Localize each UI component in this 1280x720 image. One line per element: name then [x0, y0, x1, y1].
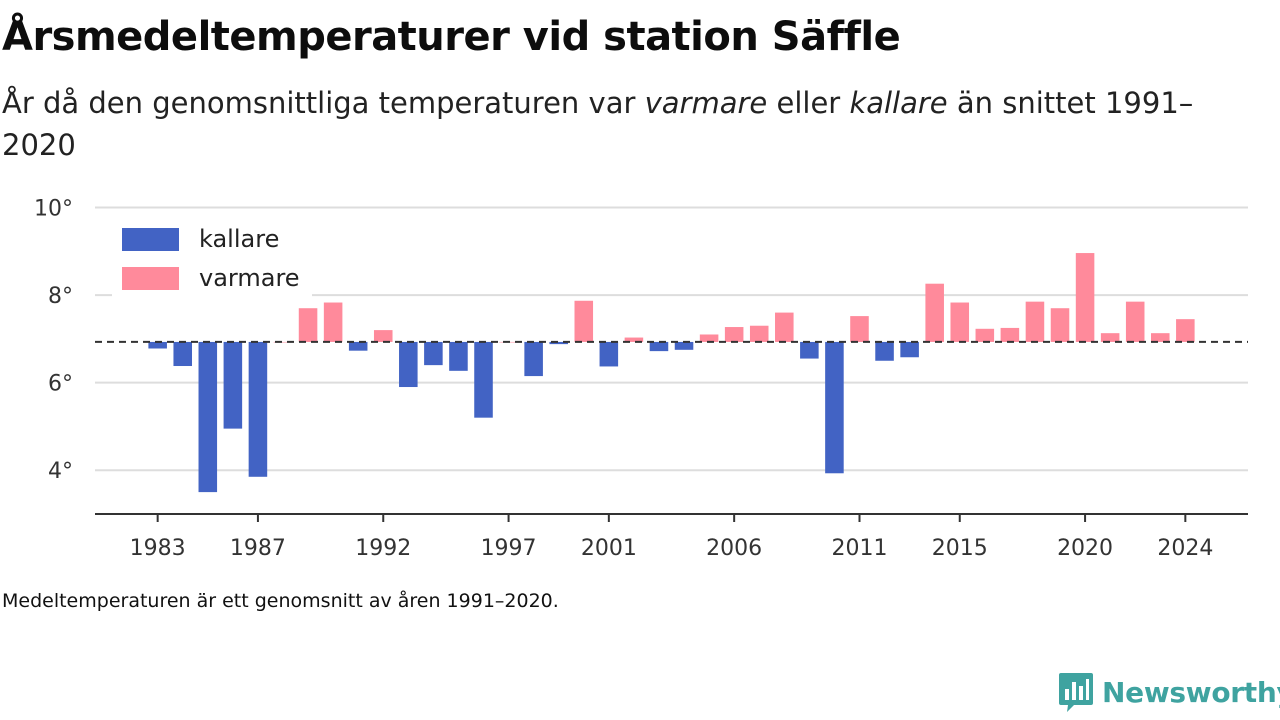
chart-title: Årsmedeltemperaturer vid station Säffle: [2, 14, 901, 60]
bar-1990: [323, 302, 343, 342]
subtitle-text-3: än snittet 1991–2020: [2, 86, 1194, 162]
legend: kallare varmare: [112, 218, 312, 298]
x-tick-label: 2020: [1057, 536, 1113, 561]
newsworthy-chart-bubble-icon: [1059, 673, 1093, 712]
bar-1994: [424, 341, 443, 366]
bar-2019: [1050, 308, 1070, 342]
gridlines: [95, 206, 1248, 472]
bar-1996: [474, 341, 493, 418]
bar-1984: [173, 341, 193, 367]
legend-swatch: [122, 267, 179, 290]
x-tick-label: 1983: [130, 536, 186, 561]
x-tick-label: 2011: [831, 536, 887, 561]
x-tick-label: 2015: [932, 536, 988, 561]
brand-name: Newsworthy: [1102, 675, 1280, 709]
bar-1988: [273, 341, 293, 343]
bar-1986: [223, 341, 243, 429]
bar-2014: [925, 283, 944, 342]
subtitle-cold-word: kallare: [849, 86, 948, 120]
y-tick-label: 10°: [34, 197, 73, 222]
subtitle-text-2: eller: [767, 86, 850, 120]
bar-2017: [1000, 327, 1020, 342]
newsworthy-logo: Newsworthy: [1058, 670, 1280, 714]
bar-1999: [549, 341, 568, 345]
axes: 4° 6° 8° 10° 1983 1987 1992 1997 2001 2006 2011 201…: [34, 197, 1248, 561]
bar-2004: [674, 341, 694, 350]
bars: [148, 253, 1195, 493]
x-tick-label: 1997: [481, 536, 537, 561]
bar-2000: [574, 300, 594, 342]
y-tick-label: 6°: [48, 372, 73, 397]
bar-2020: [1075, 253, 1095, 342]
bar-2011: [850, 316, 869, 342]
subtitle-warm-word: varmare: [644, 86, 768, 120]
bar-2016: [975, 328, 995, 342]
chart-subtitle: År då den genomsnittliga temperaturen va…: [2, 82, 1242, 166]
bar-1992: [373, 330, 393, 342]
x-tick-label: 2001: [581, 536, 637, 561]
bar-2009: [800, 341, 819, 359]
bar-2007: [749, 325, 769, 342]
footnote: Medeltemperaturen är ett genomsnitt av å…: [2, 590, 559, 612]
legend-swatch: [122, 228, 179, 251]
bar-2021: [1100, 333, 1120, 342]
bar-2012: [875, 341, 894, 361]
bar-1995: [449, 341, 468, 371]
bar-1983: [148, 341, 167, 349]
bar-1991: [348, 341, 368, 351]
subtitle-text-1: År då den genomsnittliga temperaturen va…: [2, 86, 645, 120]
bar-2005: [699, 334, 719, 342]
bar-2013: [900, 341, 919, 358]
bar-2022: [1125, 301, 1145, 342]
bar-2023: [1150, 333, 1170, 342]
bar-chart: 4° 6° 8° 10° 1983 1987 1992 1997 2001 2006 2011 201…: [34, 197, 1248, 561]
x-tick-label: 1987: [230, 536, 286, 561]
bar-2002: [624, 337, 644, 342]
bar-2003: [649, 341, 669, 352]
bar-2008: [775, 312, 794, 342]
bar-2006: [724, 327, 744, 342]
bar-2024: [1176, 319, 1195, 342]
bar-1987: [248, 341, 268, 477]
bar-2001: [599, 341, 619, 367]
bar-1985: [198, 341, 218, 493]
bar-1989: [298, 308, 318, 342]
bar-1993: [399, 341, 418, 388]
legend-label: kallare: [199, 225, 279, 253]
x-tick-label: 2006: [706, 536, 762, 561]
bar-1998: [524, 341, 543, 377]
y-tick-label: 8°: [48, 284, 73, 309]
bar-2018: [1025, 301, 1045, 342]
x-tick-label: 1992: [355, 536, 411, 561]
bar-2015: [950, 302, 970, 342]
bar-2010: [825, 341, 844, 474]
x-tick-label: 2024: [1157, 536, 1213, 561]
legend-label: varmare: [199, 264, 300, 292]
y-tick-label: 4°: [48, 459, 73, 484]
